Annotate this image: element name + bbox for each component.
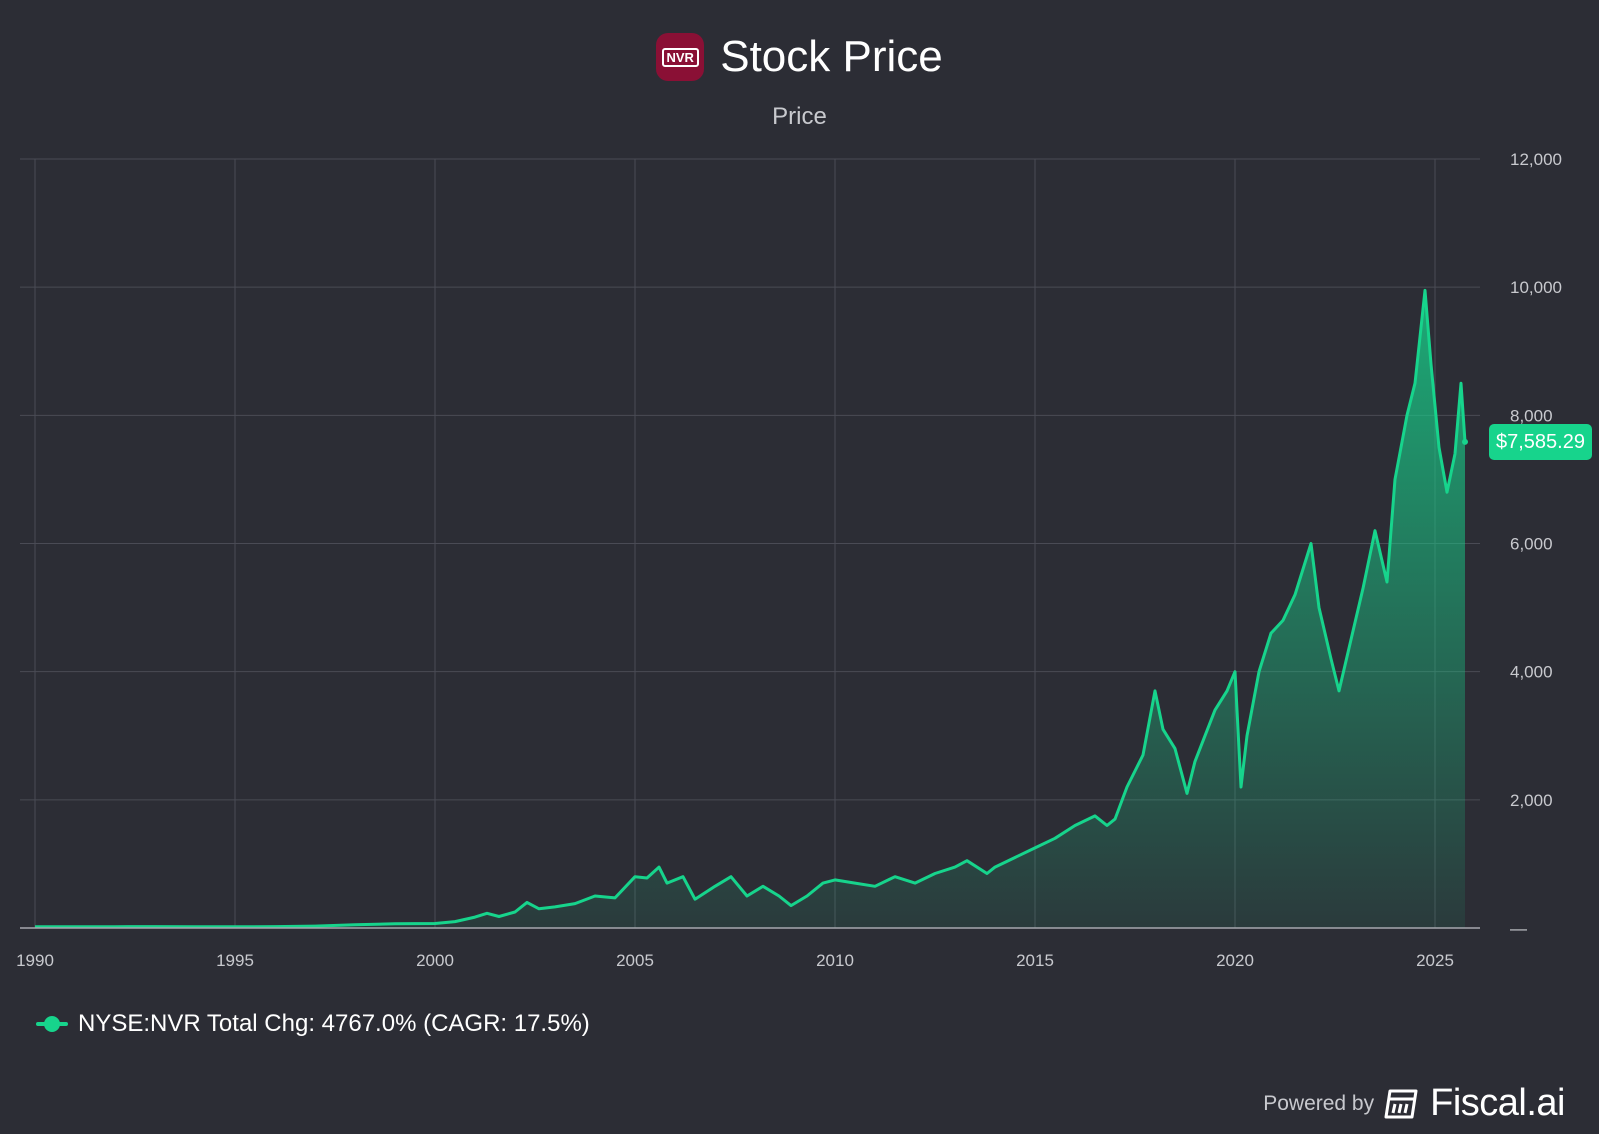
x-tick-label: 1990 [16, 951, 54, 970]
chart-subtitle: Price [772, 103, 827, 130]
legend-marker-icon [36, 1014, 68, 1034]
legend-label: NYSE:NVR Total Chg: 4767.0% (CAGR: 17.5%… [78, 1010, 590, 1037]
footer: Powered by Fiscal.ai [1263, 1082, 1565, 1125]
x-tick-label: 2025 [1416, 951, 1454, 970]
y-tick-label: 6,000 [1510, 535, 1553, 554]
series-line [35, 288, 1467, 929]
fiscal-logo-icon [1384, 1089, 1418, 1118]
grid-lines [20, 158, 1480, 928]
series-group [35, 288, 1468, 929]
x-tick-label: 2005 [616, 951, 654, 970]
y-tick-label: 8,000 [1510, 406, 1553, 425]
chart-header: NVR Stock Price [0, 32, 1599, 82]
x-tick-label: 2000 [416, 951, 454, 970]
y-tick-label: — [1510, 919, 1527, 938]
y-tick-label: 4,000 [1510, 663, 1553, 682]
logo-text: NVR [661, 47, 699, 67]
y-tick-label: 12,000 [1510, 150, 1562, 169]
y-axis: 12,000 10,000 8,000 6,000 4,000 2,000 — [1510, 150, 1562, 938]
legend[interactable]: NYSE:NVR Total Chg: 4767.0% (CAGR: 17.5%… [36, 1010, 590, 1038]
brand-name: Fiscal.ai [1430, 1082, 1565, 1124]
x-tick-label: 2010 [816, 951, 854, 970]
x-axis: 1990 1995 2000 2005 2010 2015 2020 2025 [16, 927, 1480, 970]
company-logo: NVR [656, 33, 705, 81]
x-tick-label: 2020 [1216, 951, 1254, 970]
chart-title: Stock Price [720, 32, 943, 81]
x-tick-label: 1995 [216, 951, 254, 970]
powered-by-text: Powered by [1263, 1091, 1375, 1115]
series-area [35, 290, 1465, 928]
y-tick-label: 10,000 [1510, 278, 1562, 297]
last-price-tag: $7,585.29 [1489, 424, 1592, 460]
last-price-point [1462, 438, 1468, 445]
x-tick-label: 2015 [1016, 951, 1054, 970]
y-tick-label: 2,000 [1510, 791, 1553, 810]
